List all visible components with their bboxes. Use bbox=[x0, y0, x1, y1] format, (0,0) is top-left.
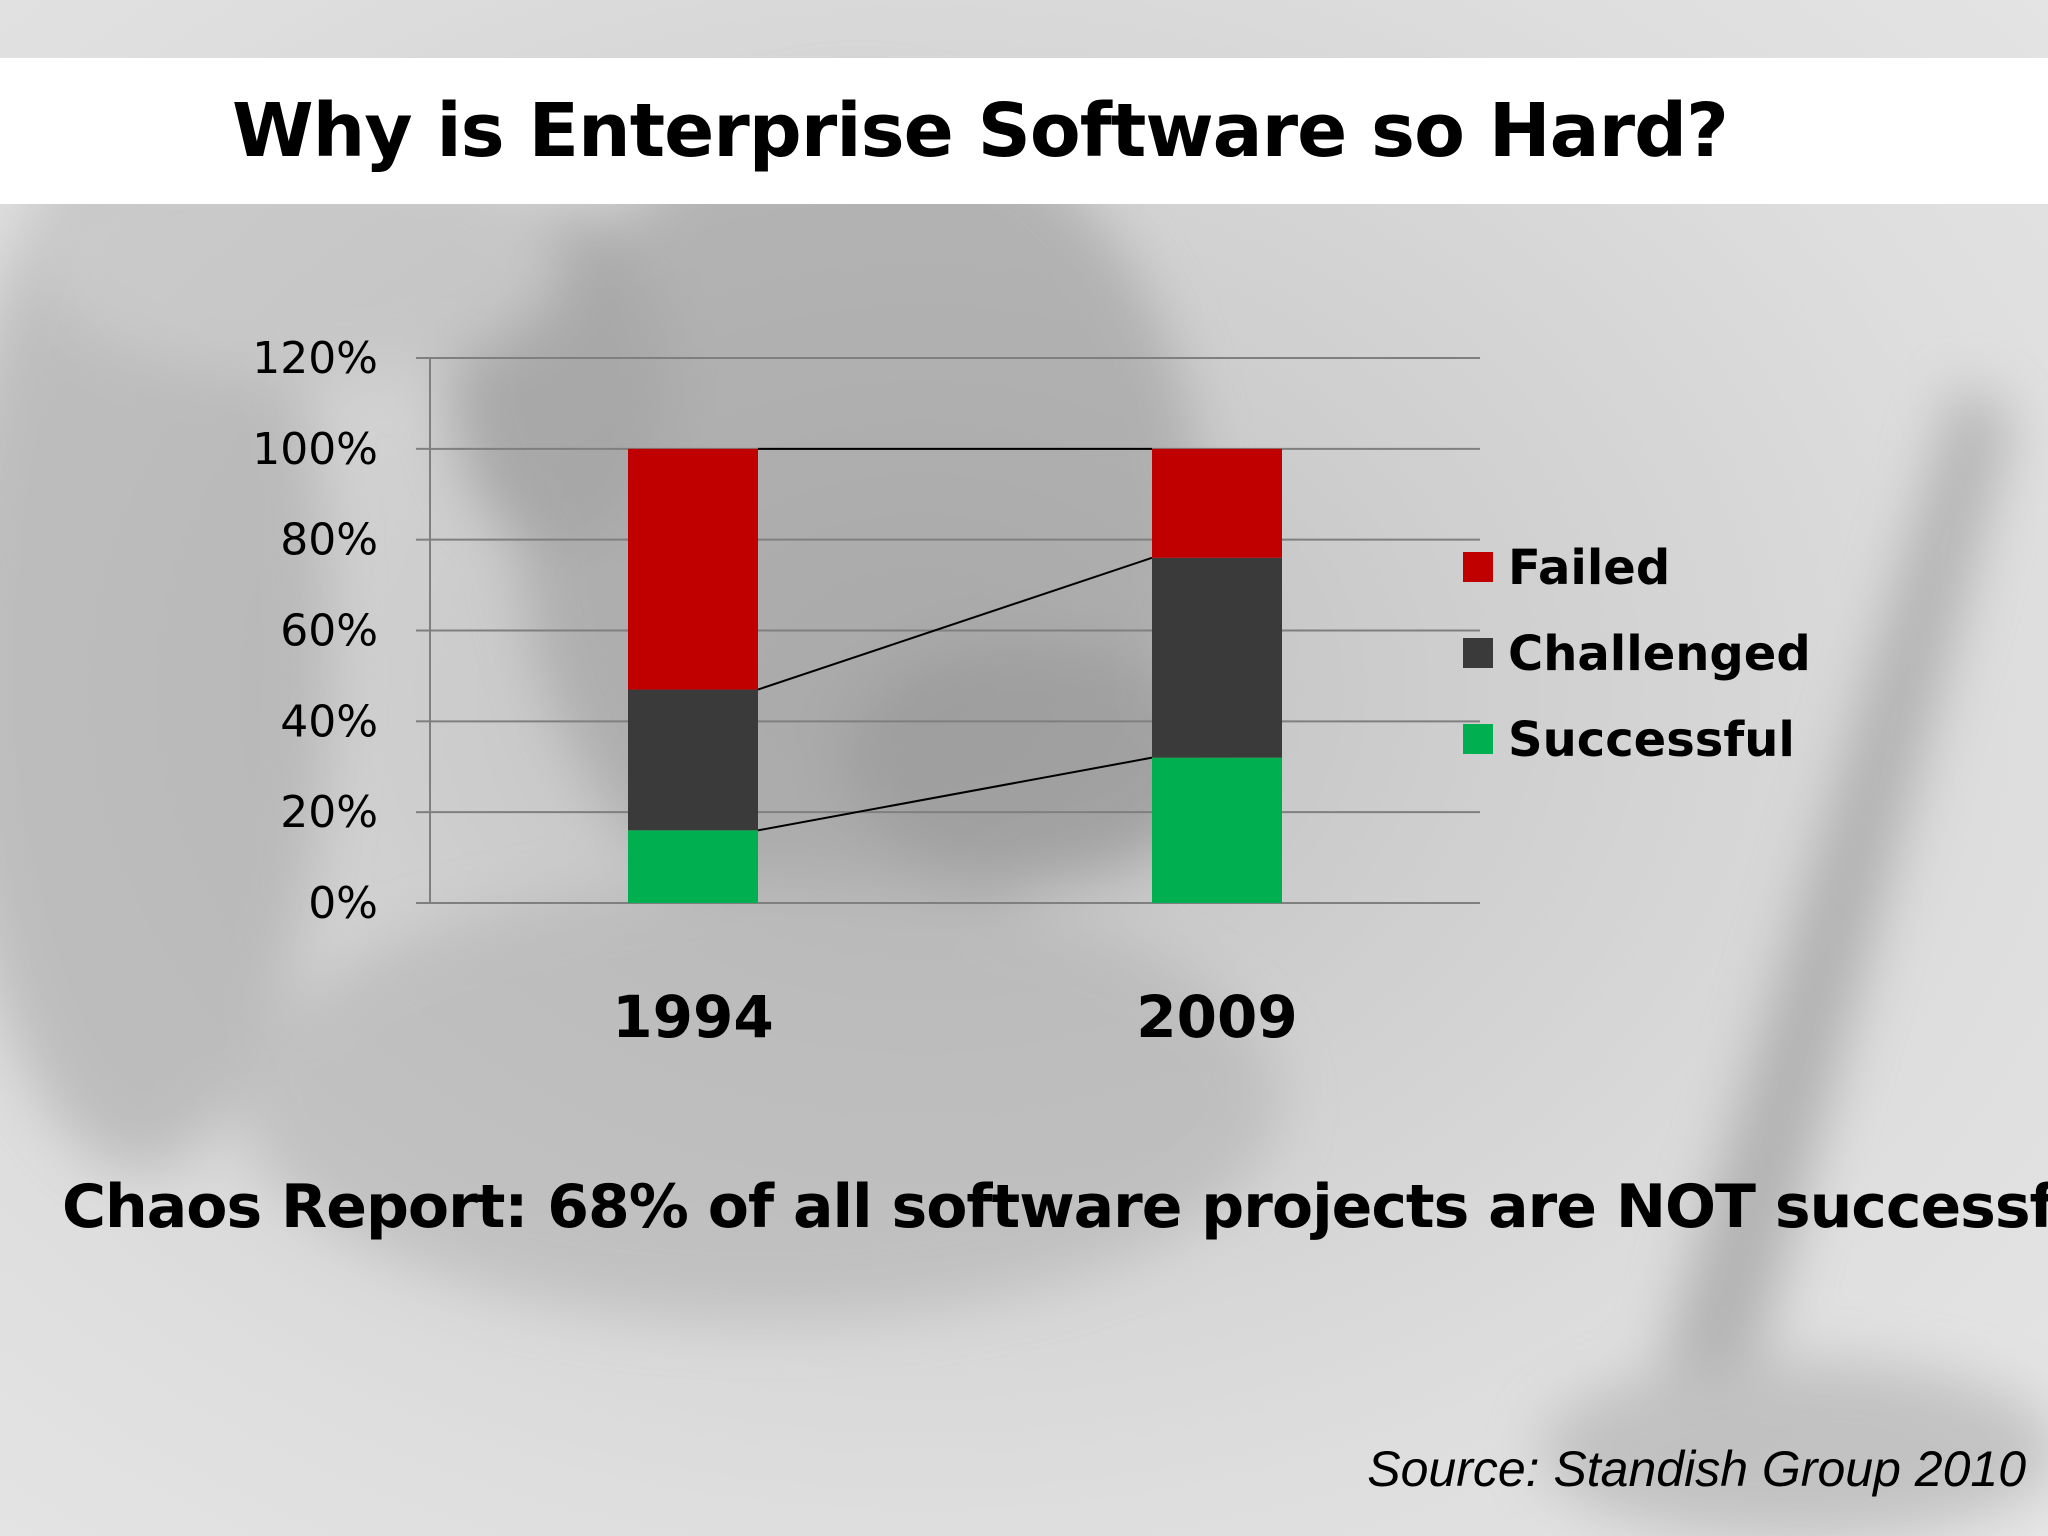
chaos-report-caption: Chaos Report: 68% of all software projec… bbox=[62, 1172, 2048, 1242]
bar-failed-2009 bbox=[1152, 448, 1282, 558]
x-category-label: 1994 bbox=[612, 983, 773, 1051]
bar-successful-2009 bbox=[1152, 757, 1282, 903]
x-category-labels: 1994 2009 bbox=[612, 983, 1297, 1051]
legend: Failed Challenged Successful bbox=[1463, 540, 1811, 768]
source-citation: Source: Standish Group 2010 bbox=[1367, 1441, 2026, 1497]
y-tick-label: 40% bbox=[280, 696, 378, 747]
bar-successful-1994 bbox=[628, 830, 758, 903]
y-tick-label: 80% bbox=[280, 515, 378, 566]
y-tick-labels: 0% 20% 40% 60% 80% 100% 120% bbox=[252, 333, 378, 929]
y-tick-label: 120% bbox=[252, 333, 378, 384]
bar-challenged-1994 bbox=[628, 689, 758, 831]
grid-layer bbox=[416, 357, 1480, 904]
series-lines bbox=[757, 447, 1153, 832]
title-bar: Why is Enterprise Software so Hard? bbox=[0, 58, 2048, 204]
x-category-label: 2009 bbox=[1136, 983, 1297, 1051]
y-tick-label: 20% bbox=[280, 787, 378, 838]
legend-swatch bbox=[1463, 552, 1493, 582]
bars-layer bbox=[628, 448, 1282, 903]
series-line bbox=[757, 756, 1153, 832]
legend-swatch bbox=[1463, 638, 1493, 668]
bar-failed-1994 bbox=[628, 448, 758, 690]
legend-label: Challenged bbox=[1508, 626, 1811, 682]
y-tick-label: 60% bbox=[280, 606, 378, 657]
legend-label: Successful bbox=[1508, 712, 1795, 768]
y-tick-label: 0% bbox=[308, 878, 378, 929]
bar-challenged-2009 bbox=[1152, 557, 1282, 758]
y-tick-label: 100% bbox=[252, 424, 378, 475]
slide-title: Why is Enterprise Software so Hard? bbox=[232, 88, 1729, 174]
legend-swatch bbox=[1463, 724, 1493, 754]
series-line bbox=[757, 556, 1153, 691]
legend-label: Failed bbox=[1508, 540, 1670, 596]
